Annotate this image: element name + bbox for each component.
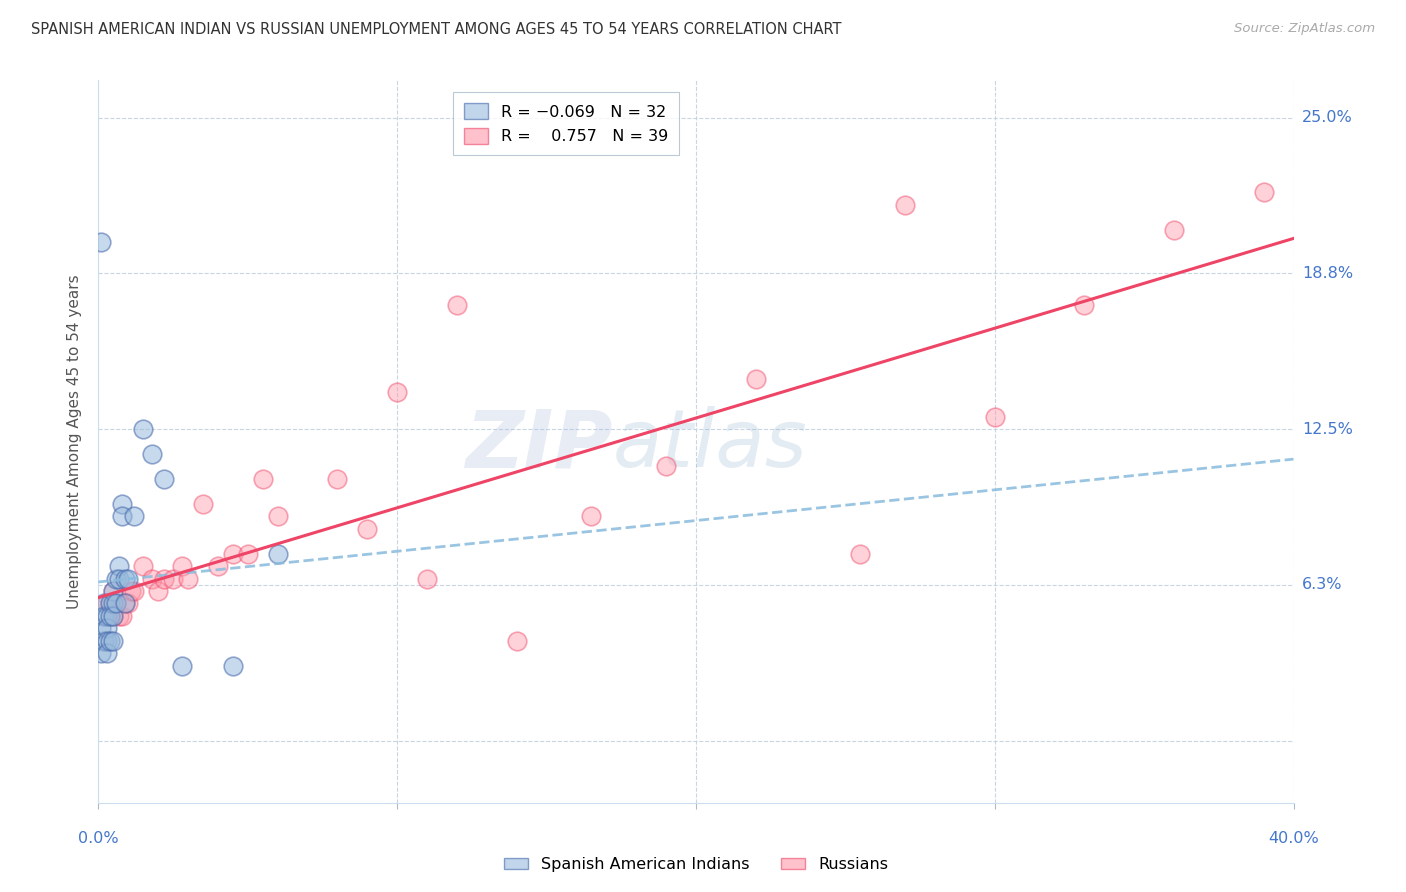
Point <box>153 472 176 486</box>
Point <box>252 472 274 486</box>
Point <box>103 584 125 599</box>
Point <box>191 497 214 511</box>
Point <box>111 509 134 524</box>
Point <box>98 597 122 611</box>
Legend: Spanish American Indians, Russians: Spanish American Indians, Russians <box>498 851 894 879</box>
Point <box>117 572 139 586</box>
Text: Source: ZipAtlas.com: Source: ZipAtlas.com <box>1234 22 1375 36</box>
Point <box>93 609 115 624</box>
Text: 18.8%: 18.8% <box>1302 266 1353 281</box>
Text: 0.0%: 0.0% <box>79 830 118 846</box>
Point <box>148 584 170 599</box>
Point <box>124 509 146 524</box>
Point <box>655 459 678 474</box>
Point <box>1073 297 1095 311</box>
Point <box>141 447 163 461</box>
Point <box>103 584 125 599</box>
Point <box>416 572 439 586</box>
Point <box>98 609 122 624</box>
Point <box>108 609 131 624</box>
Point <box>114 597 136 611</box>
Point <box>267 509 290 524</box>
Text: atlas: atlas <box>613 406 807 484</box>
Point <box>849 547 872 561</box>
Y-axis label: Unemployment Among Ages 45 to 54 years: Unemployment Among Ages 45 to 54 years <box>67 274 83 609</box>
Point <box>98 633 122 648</box>
Point <box>96 597 118 611</box>
Text: 12.5%: 12.5% <box>1302 422 1353 436</box>
Point <box>103 597 125 611</box>
Point <box>172 559 194 574</box>
Point <box>90 235 112 250</box>
Point <box>105 597 128 611</box>
Point <box>90 646 112 660</box>
Point <box>120 584 142 599</box>
Text: ZIP: ZIP <box>465 406 613 484</box>
Point <box>153 572 176 586</box>
Point <box>222 547 245 561</box>
Point <box>108 559 131 574</box>
Point <box>96 609 118 624</box>
Point <box>141 572 163 586</box>
Point <box>236 547 259 561</box>
Point <box>114 572 136 586</box>
Point <box>162 572 184 586</box>
Point <box>103 609 125 624</box>
Point <box>103 633 125 648</box>
Point <box>745 372 768 386</box>
Point <box>114 597 136 611</box>
Point <box>1253 186 1275 200</box>
Point <box>105 597 128 611</box>
Point <box>111 609 134 624</box>
Text: 6.3%: 6.3% <box>1302 577 1343 592</box>
Point <box>98 597 122 611</box>
Point <box>93 597 115 611</box>
Point <box>93 633 115 648</box>
Point <box>267 547 290 561</box>
Point <box>172 658 194 673</box>
Point <box>506 633 529 648</box>
Text: 25.0%: 25.0% <box>1302 110 1353 125</box>
Point <box>446 297 468 311</box>
Point <box>90 621 112 635</box>
Point <box>132 422 155 436</box>
Point <box>103 609 125 624</box>
Point <box>207 559 229 574</box>
Point <box>177 572 200 586</box>
Text: SPANISH AMERICAN INDIAN VS RUSSIAN UNEMPLOYMENT AMONG AGES 45 TO 54 YEARS CORREL: SPANISH AMERICAN INDIAN VS RUSSIAN UNEMP… <box>31 22 841 37</box>
Point <box>124 584 146 599</box>
Point <box>111 497 134 511</box>
Point <box>894 198 917 212</box>
Point <box>385 384 409 399</box>
Point <box>132 559 155 574</box>
Point <box>984 409 1007 424</box>
Point <box>96 633 118 648</box>
Point <box>96 646 118 660</box>
Point <box>108 572 131 586</box>
Point <box>581 509 603 524</box>
Point <box>356 522 378 536</box>
Point <box>117 597 139 611</box>
Point <box>222 658 245 673</box>
Point <box>326 472 349 486</box>
Point <box>1163 223 1185 237</box>
Point <box>96 621 118 635</box>
Text: 40.0%: 40.0% <box>1268 830 1319 846</box>
Point <box>105 572 128 586</box>
